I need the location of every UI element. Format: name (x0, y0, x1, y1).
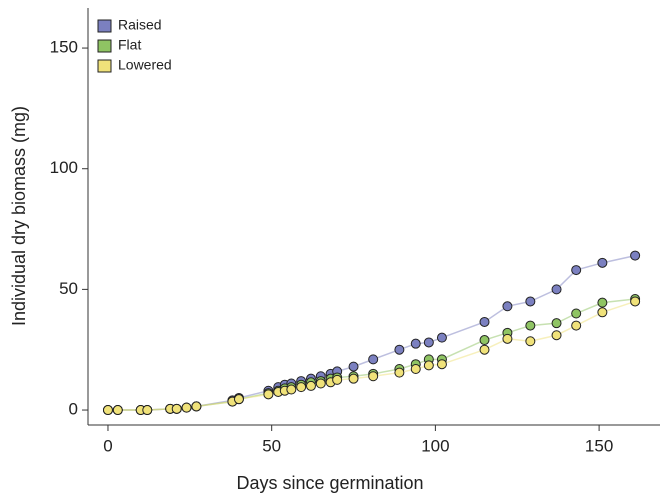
mean-point (410, 364, 421, 375)
mean-point (286, 384, 297, 395)
mean-point (630, 296, 641, 307)
mean-point (502, 333, 513, 344)
mean-point (296, 382, 307, 393)
mean-point (551, 284, 562, 295)
mean-point (263, 389, 274, 400)
mean-point (423, 360, 434, 371)
mean-point (233, 394, 244, 405)
mean-point (191, 401, 202, 412)
x-tick-label: 50 (262, 436, 281, 455)
mean-point (630, 250, 641, 261)
mean-point (597, 297, 608, 308)
y-tick-label: 50 (59, 279, 78, 298)
x-tick-label: 0 (103, 436, 112, 455)
mean-point (368, 354, 379, 365)
y-tick-label: 150 (50, 38, 78, 57)
mean-point (423, 337, 434, 348)
mean-point (551, 330, 562, 341)
mean-point (348, 361, 359, 372)
x-tick-label: 150 (585, 436, 613, 455)
legend-label: Raised (118, 17, 162, 33)
mean-point (368, 371, 379, 382)
mean-point (348, 373, 359, 384)
mean-point (394, 344, 405, 355)
mean-point (181, 402, 192, 413)
x-tick-label: 100 (421, 436, 449, 455)
mean-point (332, 374, 343, 385)
legend-swatch (97, 19, 112, 33)
mean-point (479, 335, 490, 346)
mean-point (112, 405, 123, 416)
mean-point (142, 405, 153, 416)
mean-point (571, 320, 582, 331)
y-tick-label: 0 (69, 400, 78, 419)
mean-point (571, 308, 582, 319)
mean-point (525, 336, 536, 347)
mean-point (525, 296, 536, 307)
legend-label: Lowered (118, 57, 172, 73)
mean-point (410, 338, 421, 349)
x-axis-label: Days since germination (236, 473, 423, 493)
series-line (107, 298, 636, 411)
legend-swatch (97, 39, 112, 53)
mean-point (597, 257, 608, 268)
mean-point (479, 344, 490, 355)
legend-label: Flat (118, 37, 141, 53)
mean-point (436, 359, 447, 370)
mean-point (525, 320, 536, 331)
mean-point (551, 318, 562, 329)
y-tick-label: 100 (50, 158, 78, 177)
mean-point (597, 307, 608, 318)
mean-point (436, 332, 447, 343)
mean-point (315, 378, 326, 389)
mean-point (171, 403, 182, 414)
legend-swatch (97, 59, 112, 73)
mean-point (102, 405, 113, 416)
mean-point (305, 380, 316, 391)
y-axis-label: Individual dry biomass (mg) (9, 106, 29, 326)
mean-point (394, 367, 405, 378)
mean-point (502, 301, 513, 312)
mean-point (479, 316, 490, 327)
mean-point (571, 265, 582, 276)
